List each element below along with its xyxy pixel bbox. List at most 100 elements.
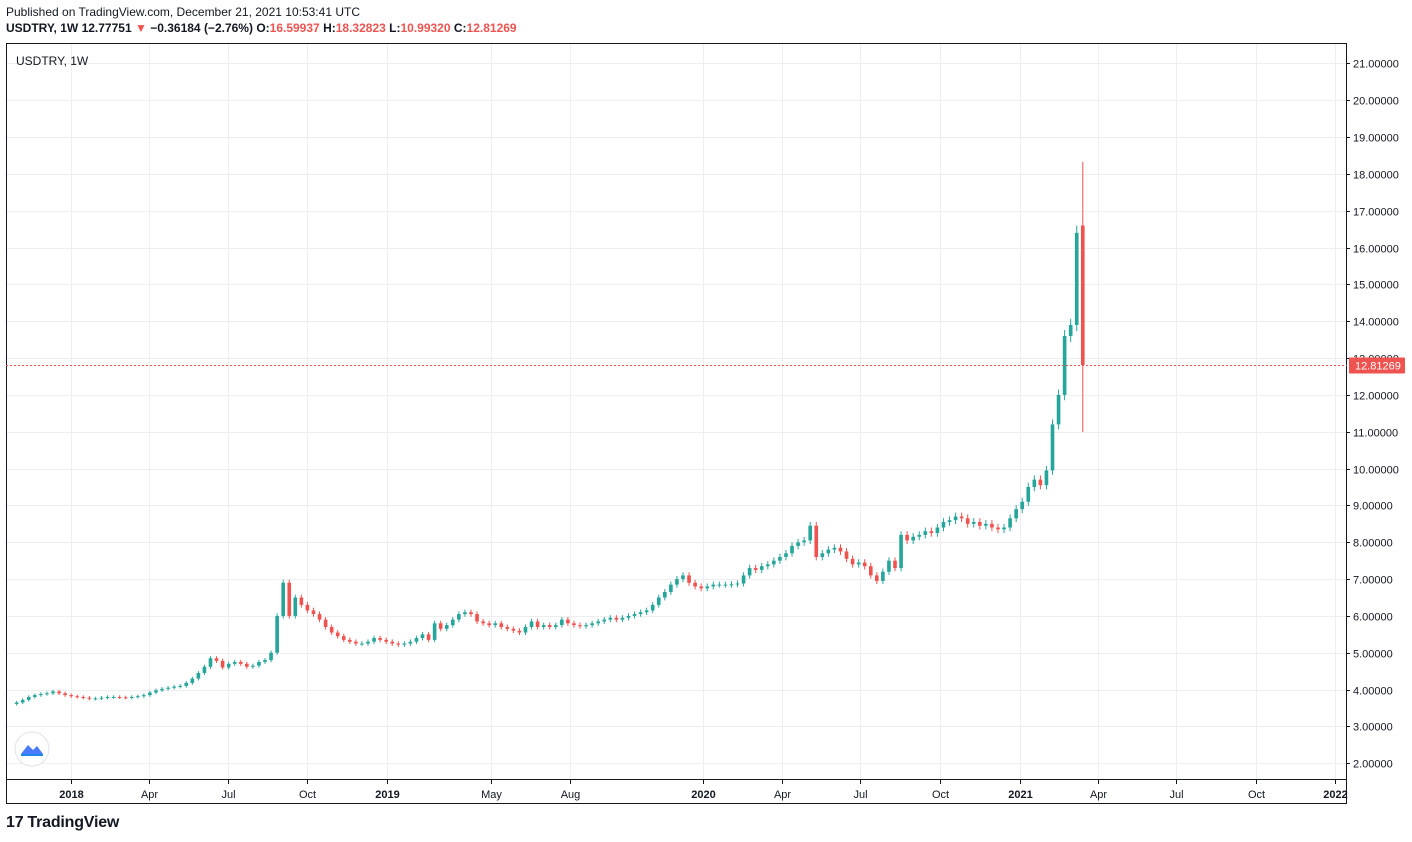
- tradingview-logo[interactable]: 17 TradingView: [6, 814, 119, 832]
- candle: [838, 544, 843, 555]
- candle: [741, 572, 746, 587]
- candle-body: [681, 575, 685, 580]
- candle: [457, 611, 461, 623]
- candle: [687, 572, 691, 586]
- candle-body: [784, 553, 788, 557]
- x-tick-label: Jul: [1169, 789, 1183, 801]
- open-value: 16.59937: [269, 21, 320, 35]
- candle-body: [675, 579, 679, 585]
- candle-body: [959, 516, 964, 519]
- y-tick-label: 9.00000: [1353, 501, 1393, 513]
- y-tick-label: 7.00000: [1353, 575, 1393, 587]
- candle-body: [735, 583, 740, 585]
- last-price-badge: 12.81269: [1349, 357, 1405, 374]
- high-label: H:: [323, 21, 336, 35]
- candle-body: [505, 626, 510, 629]
- ohlc-line: USDTRY, 1W 12.77751 ▼ −0.36184 (−2.76%) …: [6, 20, 517, 36]
- candle: [699, 583, 703, 592]
- candle: [602, 617, 607, 625]
- candle-body: [154, 690, 158, 693]
- candle: [681, 572, 685, 583]
- candle-body: [348, 639, 352, 642]
- x-tick-label: 2020: [691, 789, 715, 801]
- candle-body: [390, 641, 395, 644]
- candle-body: [208, 658, 213, 667]
- candle-body: [844, 551, 849, 559]
- candle: [323, 617, 328, 630]
- y-tick-label: 15.00000: [1353, 280, 1399, 292]
- candle-body: [281, 582, 286, 616]
- candle: [929, 527, 934, 537]
- candle-body: [1074, 232, 1079, 325]
- candle-body: [996, 527, 1000, 530]
- candle: [99, 696, 104, 701]
- tradingview-floating-logo[interactable]: [14, 731, 50, 767]
- candle: [154, 688, 158, 695]
- candle: [311, 607, 316, 617]
- candle-body: [69, 695, 73, 697]
- candle: [493, 620, 498, 628]
- candle-body: [838, 547, 843, 552]
- candle: [547, 622, 552, 630]
- candle: [784, 549, 788, 561]
- candle-body: [1026, 487, 1031, 502]
- candle: [850, 555, 855, 568]
- candle-body: [414, 638, 419, 642]
- y-tick-label: 3.00000: [1353, 722, 1393, 734]
- candle: [650, 602, 655, 614]
- candle-body: [123, 697, 128, 699]
- x-tick-label: May: [481, 789, 502, 801]
- y-tick-label: 11.00000: [1353, 428, 1398, 440]
- candle-body: [772, 560, 776, 565]
- candle: [626, 613, 631, 621]
- candle: [541, 622, 546, 630]
- candle-body: [160, 688, 164, 691]
- candle-body: [14, 702, 19, 704]
- candle-body: [372, 638, 376, 642]
- candle-body: [941, 522, 946, 528]
- candle-body: [26, 696, 31, 700]
- y-tick-label: 18.00000: [1353, 170, 1399, 182]
- candle-body: [977, 522, 982, 526]
- candle: [1026, 482, 1031, 506]
- candle-body: [523, 626, 528, 633]
- candle: [511, 626, 516, 634]
- candle: [75, 694, 80, 699]
- candle: [305, 602, 310, 614]
- candle-body: [1032, 479, 1037, 488]
- candle-body: [469, 612, 473, 615]
- candle: [178, 684, 183, 689]
- candle: [796, 538, 800, 550]
- candle: [51, 689, 55, 696]
- candle-body: [984, 523, 988, 526]
- candle: [275, 613, 279, 655]
- candle-body: [881, 571, 885, 581]
- price-axis[interactable]: 2.00000 3.00000 4.00000 5.00000 6.00000 7.000…: [1346, 59, 1399, 771]
- candle-body: [408, 641, 413, 644]
- candle: [432, 620, 437, 643]
- y-tick-label: 10.00000: [1353, 465, 1399, 477]
- candle: [523, 624, 528, 635]
- candle: [887, 557, 891, 575]
- candle-body: [111, 696, 116, 698]
- candle-body: [178, 685, 183, 687]
- candle-body: [475, 614, 479, 622]
- candle: [656, 594, 661, 608]
- candle-body: [753, 568, 758, 570]
- time-axis[interactable]: 2018 Apr Jul Oct 2019 May Aug 2020 Apr Jul Oct 2021…: [59, 779, 1348, 801]
- y-tick-label: 19.00000: [1353, 133, 1399, 145]
- candle: [1038, 475, 1043, 490]
- candle: [947, 516, 952, 526]
- candle: [566, 617, 570, 626]
- candle: [105, 695, 110, 700]
- candle-body: [463, 612, 467, 615]
- candle-body: [875, 575, 879, 581]
- candle-body: [638, 612, 643, 615]
- candle-body: [232, 661, 237, 664]
- candle: [820, 549, 825, 561]
- candle: [644, 607, 649, 615]
- candle: [335, 630, 340, 639]
- candle-body: [808, 525, 813, 541]
- last-price-badge-label: 12.81269: [1355, 361, 1401, 373]
